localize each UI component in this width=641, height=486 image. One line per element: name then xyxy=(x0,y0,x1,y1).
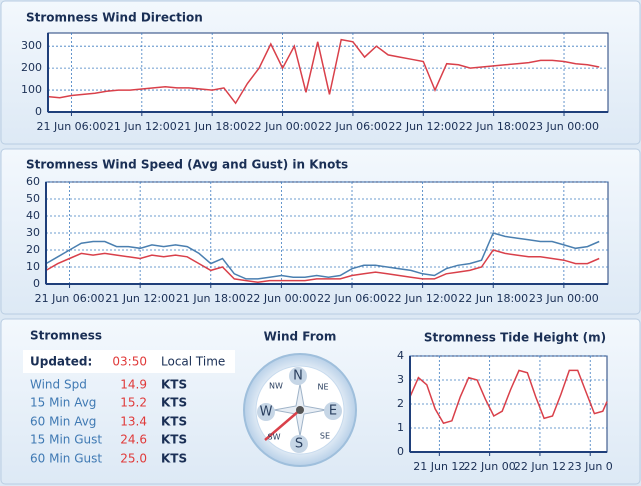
y-tick-label: 3 xyxy=(397,373,404,386)
y-tick-label: 20 xyxy=(26,243,40,256)
chart-title: Stromness Wind Speed (Avg and Gust) in K… xyxy=(26,158,348,172)
row-value: 15.2 xyxy=(120,396,147,410)
station-name: Stromness xyxy=(30,329,102,343)
plot-area xyxy=(47,32,609,113)
compass-label: NW xyxy=(269,382,283,391)
y-tick-label: 10 xyxy=(26,260,40,273)
time-zone: Local Time xyxy=(161,355,225,369)
x-tick-label: 23 Jun 00:00 xyxy=(529,292,599,305)
y-tick-label: 2 xyxy=(397,397,404,410)
y-tick-label: 0 xyxy=(35,105,42,118)
series-line xyxy=(409,369,608,425)
x-tick-label: 21 Jun 06:00 xyxy=(35,292,105,305)
x-tick-label: 22 Jun 12:00 xyxy=(388,120,458,133)
y-tick-label: 40 xyxy=(26,209,40,222)
x-tick-label: 21 Jun 18:00 xyxy=(177,120,247,133)
compass-title: Wind From xyxy=(264,330,337,344)
x-tick-label: 22 Jun 00:00 xyxy=(248,120,318,133)
y-tick-label: 100 xyxy=(21,83,42,96)
row-value: 13.4 xyxy=(120,415,147,429)
row-value: 24.6 xyxy=(120,433,147,447)
series-line xyxy=(47,38,600,105)
y-tick-label: 30 xyxy=(26,226,40,239)
chart-title: Stromness Wind Direction xyxy=(26,11,203,25)
x-tick-label: 21 Jun 06:00 xyxy=(37,120,107,133)
row-label: 15 Min Avg xyxy=(30,396,96,410)
row-value: 14.9 xyxy=(120,378,147,392)
compass-label: SE xyxy=(320,432,330,441)
x-tick-label: 21 Jun 12:00 xyxy=(105,292,175,305)
row-label: Wind Spd xyxy=(30,378,87,392)
x-tick-label: 23 Jun 0 xyxy=(568,460,613,473)
x-tick-label: 22 Jun 00 xyxy=(464,460,516,473)
x-tick-label: 22 Jun 18:00 xyxy=(458,292,528,305)
y-tick-label: 60 xyxy=(26,175,40,188)
compass-label: S xyxy=(295,437,303,452)
y-tick-label: 0 xyxy=(33,277,40,290)
row-label: 60 Min Avg xyxy=(30,415,96,429)
compass-label: W xyxy=(260,405,273,420)
row-unit: KTS xyxy=(161,452,187,466)
compass-label: NE xyxy=(317,383,328,392)
row-unit: KTS xyxy=(161,433,187,447)
x-tick-label: 22 Jun 18:00 xyxy=(459,120,529,133)
x-tick-label: 22 Jun 06:00 xyxy=(318,120,388,133)
x-tick-label: 21 Jun 18:00 xyxy=(176,292,246,305)
y-tick-label: 1 xyxy=(397,421,404,434)
chart-title: Stromness Tide Height (m) xyxy=(424,331,606,345)
row-unit: KTS xyxy=(161,396,187,410)
x-tick-label: 21 Jun 12:00 xyxy=(107,120,177,133)
x-tick-label: 23 Jun 00:00 xyxy=(529,120,599,133)
row-value: 25.0 xyxy=(120,452,147,466)
x-tick-label: 22 Jun 06:00 xyxy=(317,292,387,305)
updated-time: 03:50 xyxy=(112,355,147,369)
series-line xyxy=(45,232,600,280)
row-label: 15 Min Gust xyxy=(30,433,102,447)
row-unit: KTS xyxy=(161,415,187,429)
updated-box xyxy=(23,350,235,373)
compass-label: SW xyxy=(268,433,281,442)
y-tick-label: 4 xyxy=(397,349,404,362)
compass-label: E xyxy=(329,404,337,419)
series-line xyxy=(45,249,600,284)
y-tick-label: 200 xyxy=(21,61,42,74)
y-tick-label: 0 xyxy=(397,445,404,458)
row-label: 60 Min Gust xyxy=(30,452,102,466)
x-tick-label: 21 Jun 12 xyxy=(413,460,465,473)
y-tick-label: 300 xyxy=(21,39,42,52)
compass-label: N xyxy=(293,369,303,384)
updated-label: Updated: xyxy=(30,355,92,369)
y-tick-label: 50 xyxy=(26,192,40,205)
x-tick-label: 22 Jun 00:00 xyxy=(246,292,316,305)
x-tick-label: 22 Jun 12:00 xyxy=(388,292,458,305)
x-tick-label: 22 Jun 12 xyxy=(514,460,566,473)
compass xyxy=(243,353,357,467)
row-unit: KTS xyxy=(161,378,187,392)
